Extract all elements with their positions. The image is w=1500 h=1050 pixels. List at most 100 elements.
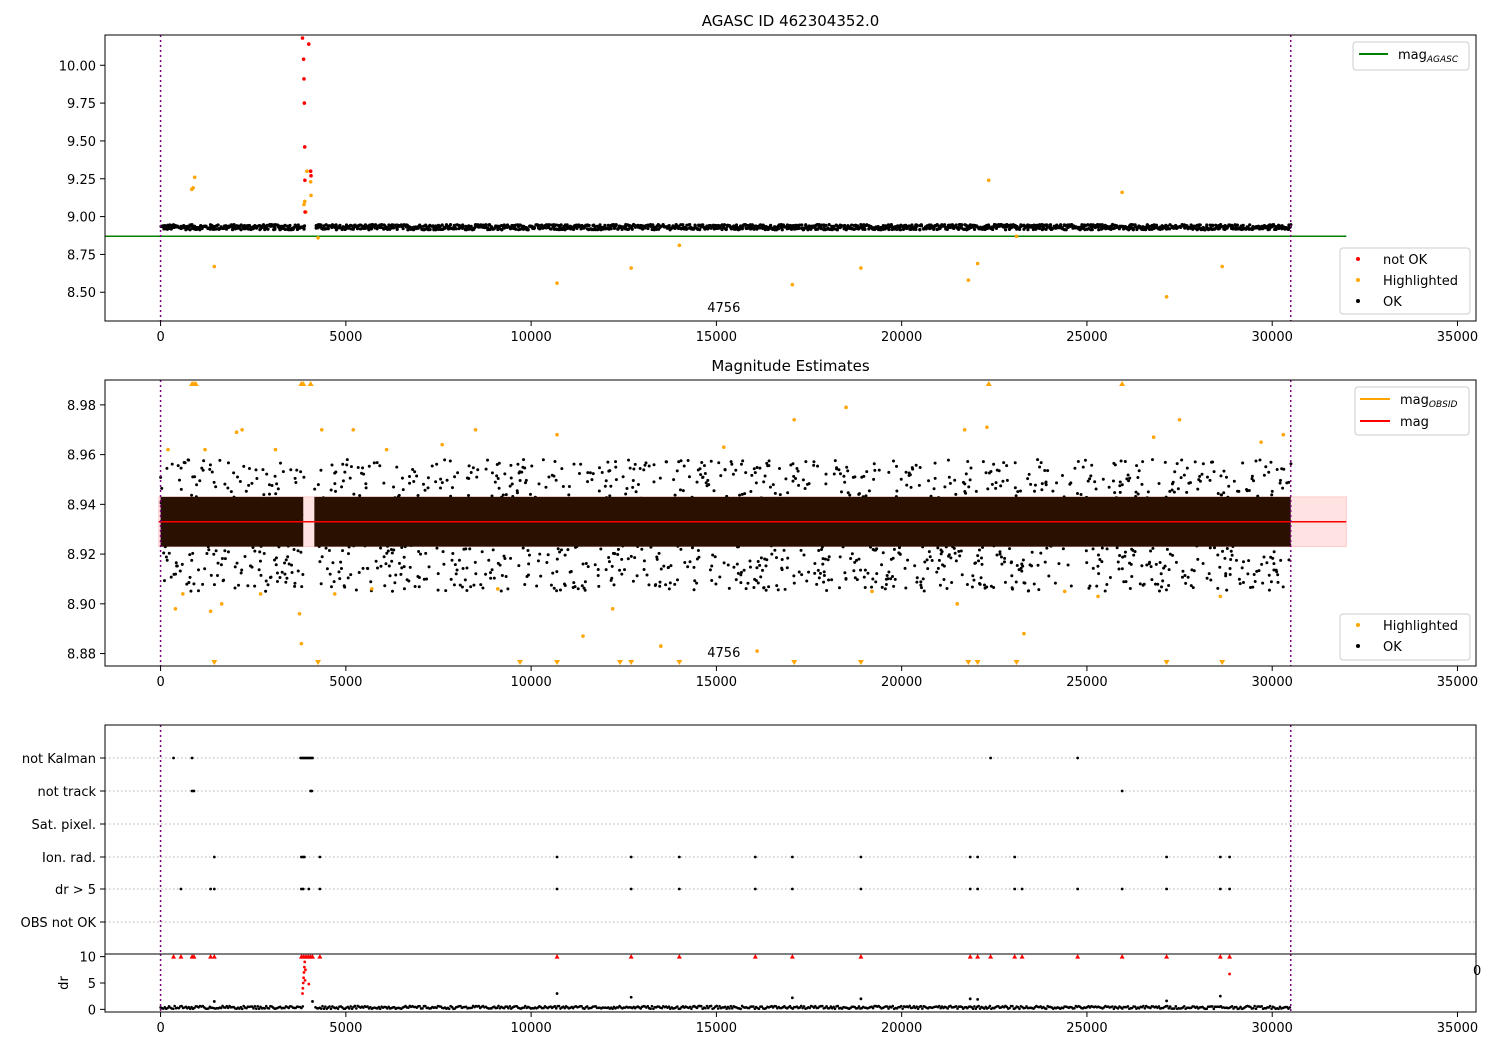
ok-point	[340, 485, 344, 489]
ok-point	[764, 225, 768, 229]
ok-point	[1014, 494, 1018, 498]
ok-point	[1252, 572, 1256, 576]
ok-point	[1086, 223, 1090, 227]
ok-point	[885, 573, 889, 577]
ok-point	[919, 580, 923, 584]
ok-point	[386, 549, 390, 553]
legend-box	[1352, 41, 1470, 71]
dr-clipped-marker	[317, 954, 323, 959]
out-of-range-marker-down	[617, 660, 624, 665]
ok-point	[567, 493, 571, 497]
ok-point	[767, 585, 771, 589]
ok-point	[436, 572, 440, 576]
ok-point	[734, 578, 738, 582]
ok-point	[803, 486, 807, 490]
ok-point	[1113, 491, 1117, 495]
highlighted-point	[302, 202, 306, 207]
ok-point	[1123, 460, 1127, 464]
ok-point	[704, 481, 708, 485]
ok-point	[492, 576, 496, 580]
ok-point	[583, 580, 587, 584]
ok-point	[629, 554, 633, 558]
ok-point	[763, 474, 767, 478]
ok-point	[246, 224, 251, 228]
ok-point	[1084, 549, 1088, 553]
dr-point	[353, 1004, 357, 1008]
ok-point	[1205, 475, 1209, 479]
ok-point	[456, 471, 460, 475]
not-ok-point	[302, 77, 306, 81]
ok-point	[1107, 485, 1111, 489]
ok-point	[408, 565, 412, 569]
ok-point	[179, 487, 183, 491]
ok-point	[313, 487, 317, 491]
ok-point	[176, 464, 180, 468]
ok-point	[1096, 553, 1100, 557]
ok-point	[1003, 580, 1007, 584]
flag-row-label: OBS not OK	[21, 916, 97, 931]
ok-point	[1179, 476, 1183, 480]
ok-point	[547, 475, 551, 479]
dr-point	[1174, 1005, 1178, 1008]
ok-point	[837, 468, 841, 472]
ok-point	[905, 483, 909, 487]
ok-point	[1262, 473, 1266, 477]
dr-point	[752, 1005, 755, 1008]
ok-point	[929, 226, 933, 230]
dr-point	[774, 1004, 778, 1008]
ok-point	[892, 584, 896, 588]
ok-point	[652, 480, 656, 484]
x-tick-label: 30000	[1252, 675, 1293, 690]
dr-clipped-marker	[676, 954, 682, 959]
ok-point	[1047, 574, 1051, 578]
ok-point	[792, 581, 796, 585]
ok-point	[440, 481, 444, 485]
highlighted-point	[677, 243, 682, 248]
dr-point	[283, 1006, 286, 1010]
highlighted-point	[1259, 440, 1263, 444]
ok-point	[587, 224, 591, 228]
ok-point	[722, 561, 726, 565]
ok-point	[593, 227, 597, 231]
ok-point	[1032, 582, 1036, 586]
ok-point	[1033, 483, 1037, 487]
ok-point	[698, 467, 702, 471]
flag-point	[311, 756, 314, 760]
ok-point	[551, 571, 555, 575]
ok-point	[1148, 227, 1152, 231]
ok-point	[558, 588, 562, 592]
ok-point	[776, 227, 781, 231]
ok-point	[838, 555, 842, 559]
ok-point	[724, 227, 728, 231]
ok-point	[1192, 569, 1196, 573]
ok-point	[755, 566, 759, 570]
ok-point	[516, 462, 520, 466]
x-tick-label: 0	[156, 1021, 164, 1036]
ok-point	[642, 559, 646, 563]
ok-point	[919, 583, 923, 587]
ok-point	[815, 582, 819, 586]
ok-point	[291, 227, 295, 232]
flag-point	[301, 887, 305, 891]
ok-point	[802, 553, 806, 557]
legend-label: mag	[1400, 415, 1429, 430]
ok-point	[1229, 557, 1233, 561]
ok-point	[606, 460, 610, 464]
obsid-label: 4756	[707, 646, 740, 661]
ok-point	[1105, 582, 1109, 586]
ok-point	[886, 577, 890, 581]
ok-point	[1122, 580, 1126, 584]
dr-point	[523, 1004, 527, 1008]
ok-point	[659, 567, 663, 571]
dr-point	[739, 1007, 742, 1011]
dr-flagged-point	[301, 986, 305, 990]
highlighted-point	[1218, 594, 1223, 599]
dr-point	[856, 1006, 859, 1010]
dr-clipped-marker	[208, 954, 214, 959]
dr-point	[1044, 1007, 1048, 1011]
ok-point	[709, 459, 713, 463]
ok-point	[780, 568, 784, 572]
ok-point	[679, 547, 683, 551]
ok-point	[416, 493, 420, 497]
flag-row-label: dr > 5	[55, 883, 96, 898]
